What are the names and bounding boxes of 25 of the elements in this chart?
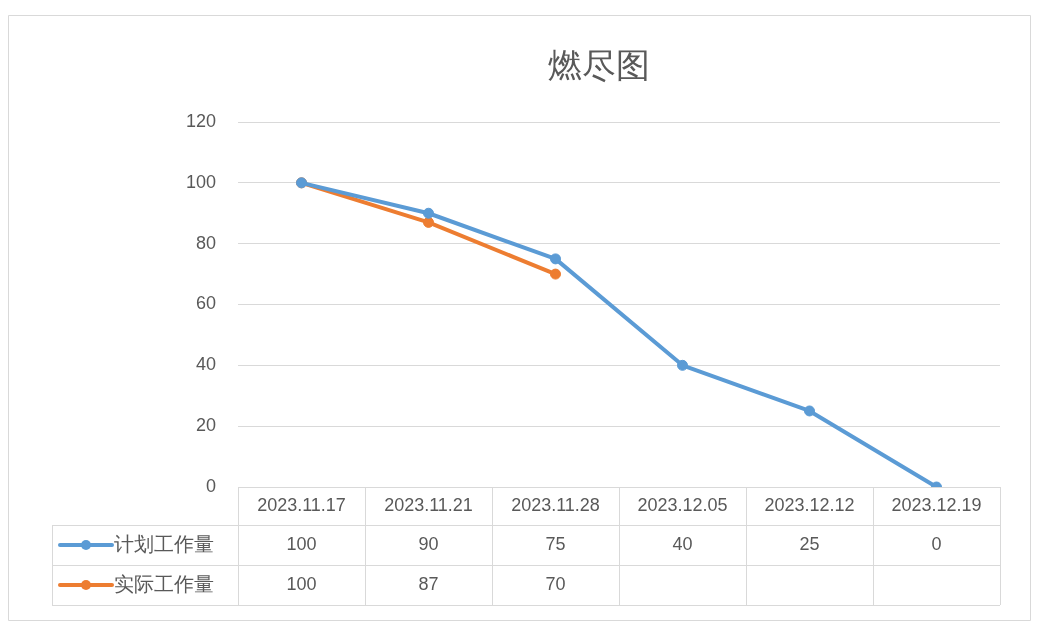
y-tick-label: 20	[195, 415, 216, 436]
x-tick-label: 2023.11.17	[257, 494, 346, 515]
legend-label: 计划工作量	[114, 532, 214, 555]
y-tick-label: 100	[185, 171, 216, 192]
x-tick-label: 2023.11.28	[511, 494, 600, 515]
data-label: 0	[931, 533, 942, 554]
data-label: 87	[418, 573, 439, 594]
x-tick-label: 2023.11.21	[384, 494, 473, 515]
data-label: 40	[672, 533, 693, 554]
x-tick-label: 2023.12.05	[637, 494, 728, 515]
y-tick-label: 80	[195, 232, 216, 253]
data-label: 25	[799, 533, 820, 554]
y-tick-label: 0	[205, 475, 216, 496]
data-label: 100	[286, 573, 317, 594]
data-label: 90	[418, 533, 439, 554]
data-label: 70	[545, 573, 566, 594]
x-tick-label: 2023.12.19	[891, 494, 982, 515]
data-label: 75	[545, 533, 566, 554]
data-label: 100	[286, 533, 317, 554]
y-tick-label: 120	[185, 110, 216, 131]
y-tick-label: 60	[195, 293, 216, 314]
chart-title: 燃尽图	[548, 46, 650, 85]
legend-label: 实际工作量	[114, 572, 214, 595]
y-tick-label: 40	[195, 354, 216, 375]
x-tick-label: 2023.12.12	[764, 494, 855, 515]
